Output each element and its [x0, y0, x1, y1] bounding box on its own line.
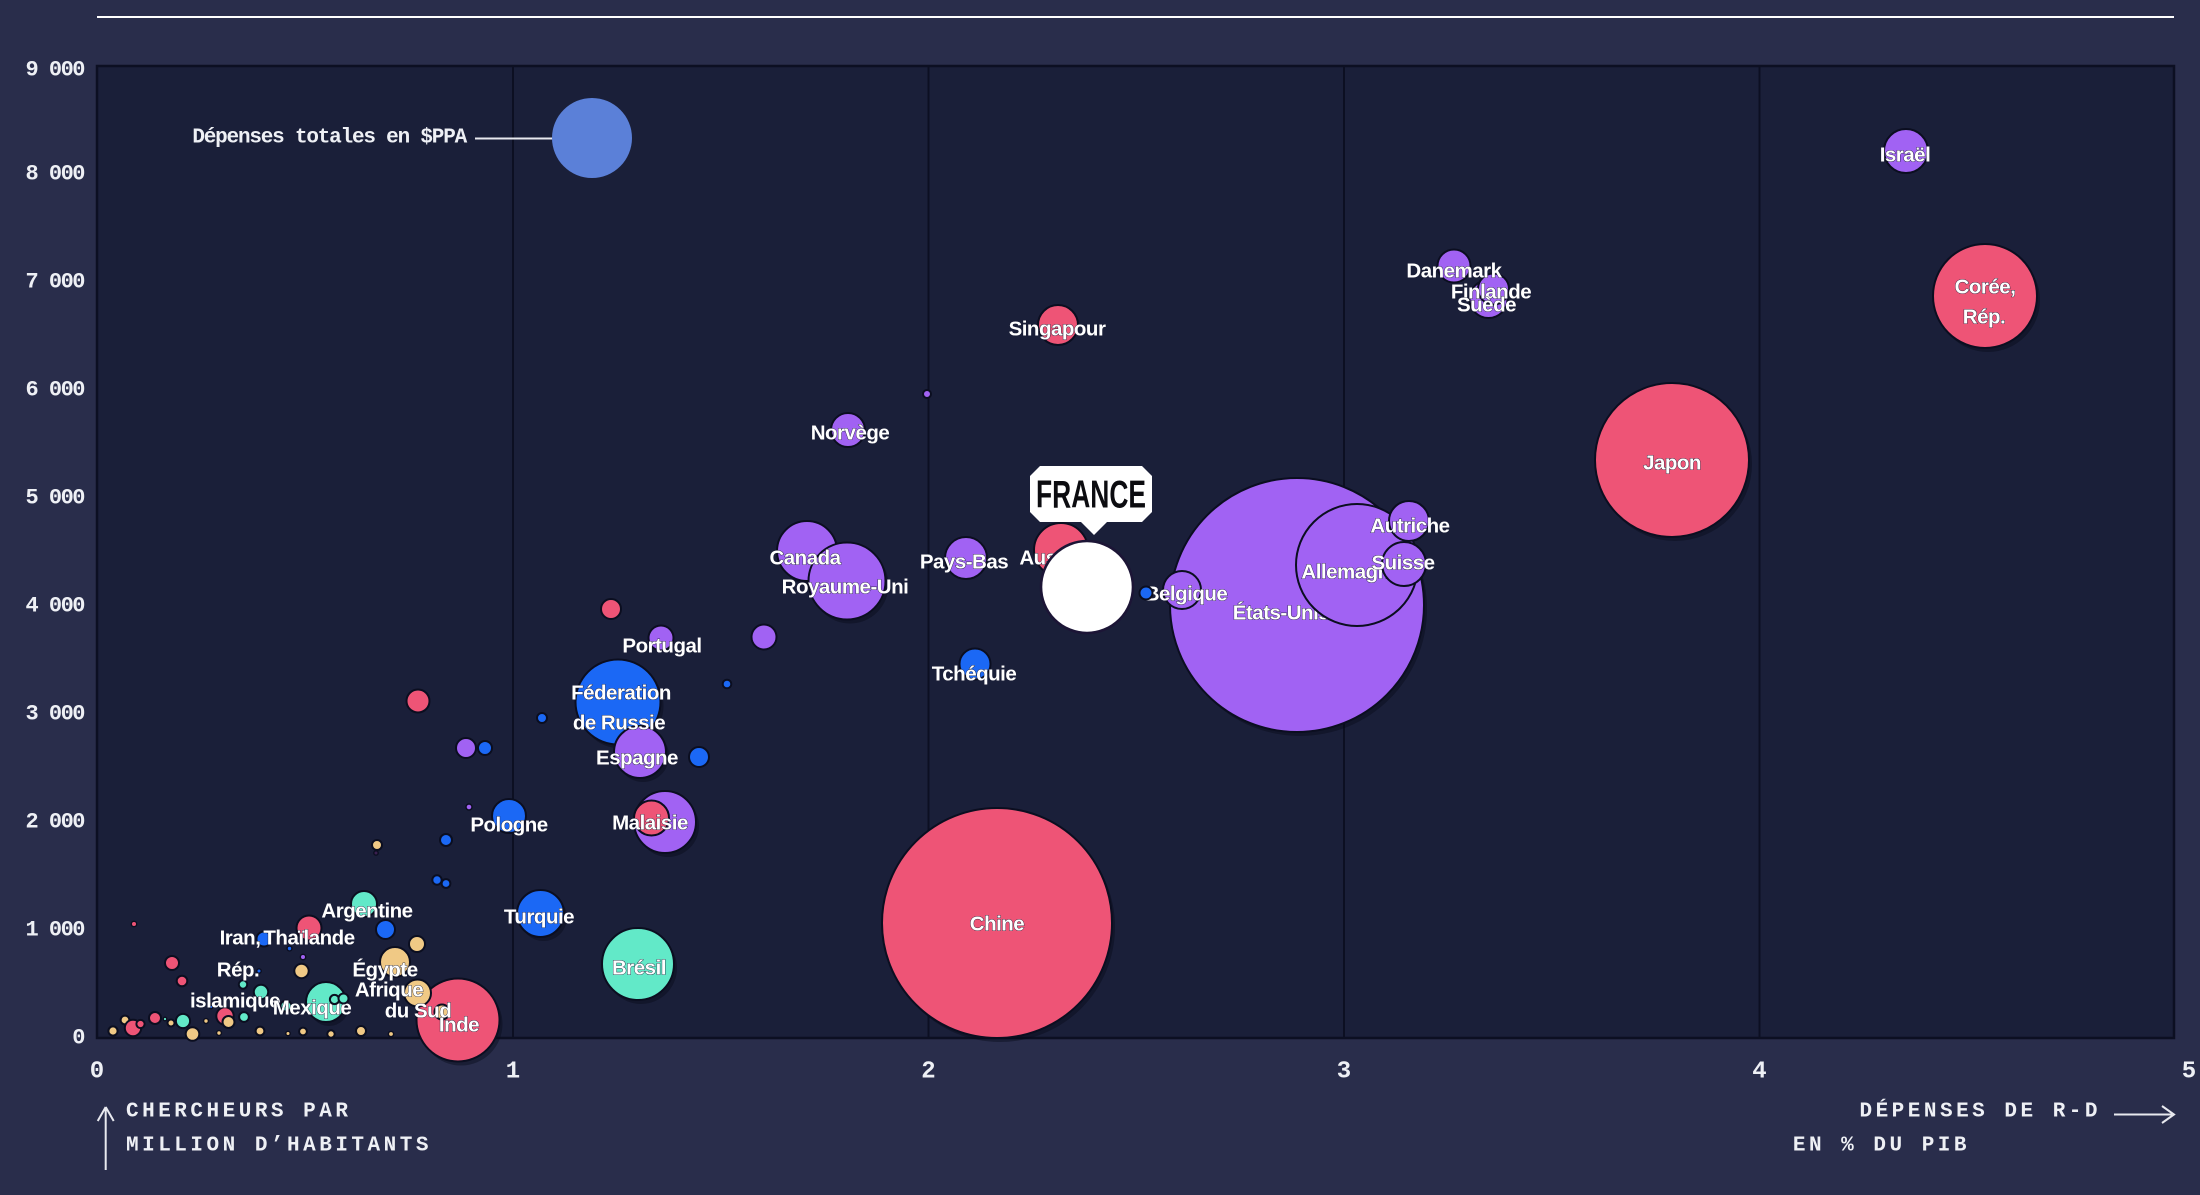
svg-text:9 000: 9 000	[25, 58, 84, 83]
svg-text:Dépenses totales en $PPA: Dépenses totales en $PPA	[192, 127, 467, 150]
svg-text:Corée,: Corée,	[1955, 276, 2016, 299]
svg-text:1: 1	[506, 1059, 520, 1086]
svg-text:Japon: Japon	[1643, 452, 1701, 475]
svg-text:0: 0	[90, 1059, 104, 1086]
svg-text:5: 5	[2182, 1059, 2196, 1086]
svg-text:Pays-Bas: Pays-Bas	[920, 551, 1008, 574]
svg-text:Autriche: Autriche	[1370, 515, 1449, 538]
svg-text:8 000: 8 000	[25, 162, 84, 187]
svg-text:Chine: Chine	[970, 913, 1025, 936]
svg-text:Royaume-Uni: Royaume-Uni	[782, 576, 909, 599]
svg-text:Inde: Inde	[439, 1014, 479, 1037]
svg-text:Israël: Israël	[1880, 144, 1931, 167]
svg-text:4 000: 4 000	[25, 594, 84, 619]
svg-text:Allemagne: Allemagne	[1301, 561, 1400, 584]
svg-text:0: 0	[72, 1026, 84, 1051]
svg-text:Rép.: Rép.	[217, 959, 259, 982]
svg-text:de Russie: de Russie	[573, 712, 665, 735]
svg-text:6 000: 6 000	[25, 378, 84, 403]
svg-text:5 000: 5 000	[25, 486, 84, 511]
svg-text:du Sud: du Sud	[385, 1000, 451, 1023]
svg-text:FRANCE: FRANCE	[1036, 474, 1146, 517]
svg-text:Iran,: Iran,	[220, 927, 261, 950]
svg-text:7 000: 7 000	[25, 270, 84, 295]
svg-text:Singapour: Singapour	[1009, 318, 1106, 341]
svg-text:4: 4	[1752, 1059, 1766, 1086]
svg-text:Malaisie: Malaisie	[612, 812, 688, 835]
svg-text:DÉPENSES DE R-D: DÉPENSES DE R-D	[1859, 1100, 2101, 1124]
svg-text:Norvège: Norvège	[811, 422, 890, 445]
svg-text:MILLION D’HABITANTS: MILLION D’HABITANTS	[126, 1135, 432, 1158]
svg-text:Féderation: Féderation	[571, 682, 671, 705]
svg-text:EN % DU PIB: EN % DU PIB	[1793, 1135, 1970, 1158]
svg-text:CHERCHEURS PAR: CHERCHEURS PAR	[126, 1101, 351, 1124]
svg-text:Tchéquie: Tchéquie	[932, 663, 1017, 686]
svg-text:2 000: 2 000	[25, 810, 84, 835]
svg-text:Suède: Suède	[1457, 294, 1516, 317]
svg-text:3: 3	[1337, 1059, 1351, 1086]
svg-text:Afrique: Afrique	[355, 979, 423, 1002]
svg-text:islamique: islamique	[190, 990, 280, 1013]
svg-text:Turquie: Turquie	[504, 906, 574, 929]
svg-text:Danemark: Danemark	[1406, 260, 1502, 283]
svg-text:Espagne: Espagne	[596, 747, 678, 770]
svg-text:2: 2	[921, 1059, 935, 1086]
svg-text:Égypte: Égypte	[352, 959, 417, 982]
svg-text:Belgique: Belgique	[1145, 583, 1228, 606]
svg-text:Portugal: Portugal	[622, 635, 701, 658]
svg-text:Suisse: Suisse	[1371, 552, 1434, 575]
svg-text:États-Unis: États-Unis	[1233, 602, 1329, 625]
svg-text:Rép.: Rép.	[1963, 306, 2005, 329]
svg-text:3 000: 3 000	[25, 702, 84, 727]
svg-text:Finlande: Finlande	[1451, 281, 1531, 304]
svg-text:Argentine: Argentine	[321, 900, 412, 923]
svg-text:1 000: 1 000	[25, 918, 84, 943]
svg-text:Brésil: Brésil	[612, 957, 666, 980]
svg-text:Canada: Canada	[769, 547, 841, 570]
svg-text:Pologne: Pologne	[470, 814, 547, 837]
svg-text:Thaïlande: Thaïlande	[263, 927, 354, 950]
